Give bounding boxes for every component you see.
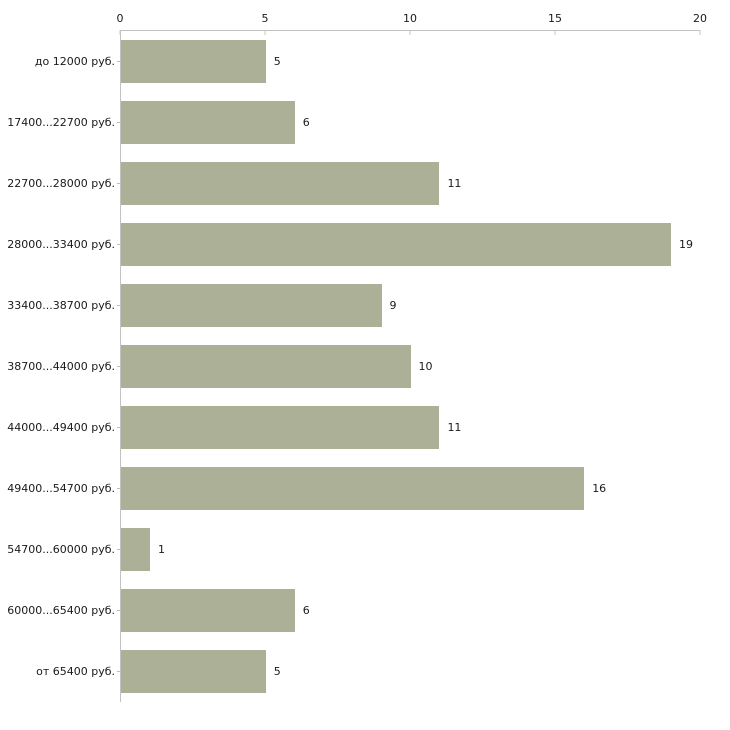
- category-label: 49400...54700 руб.: [7, 482, 121, 495]
- bar-row: до 12000 руб. 5: [35, 31, 700, 92]
- bar-track: 19: [121, 223, 700, 266]
- category-label-text: 22700...28000 руб.: [7, 177, 115, 190]
- category-tick-mark: [117, 427, 121, 428]
- bar: [121, 284, 382, 327]
- bar: [121, 589, 295, 632]
- bar-track: 6: [121, 101, 700, 144]
- value-label: 1: [157, 543, 165, 556]
- x-axis-tick-label: 10: [403, 12, 417, 25]
- bars-area: до 12000 руб. 5 17400...22700 руб. 6 227…: [7, 31, 700, 702]
- category-tick-mark: [117, 366, 121, 367]
- bar-row: от 65400 руб. 5: [36, 641, 700, 702]
- value-label: 5: [273, 665, 281, 678]
- bar-row: 38700...44000 руб. 10: [7, 336, 700, 397]
- bar-row: 54700...60000 руб. 1: [7, 519, 700, 580]
- value-label: 9: [389, 299, 397, 312]
- category-label: 54700...60000 руб.: [7, 543, 121, 556]
- bar-row: 17400...22700 руб. 6: [7, 92, 700, 153]
- category-label-text: от 65400 руб.: [36, 665, 115, 678]
- bar: [121, 101, 295, 144]
- bar-track: 6: [121, 589, 700, 632]
- category-label: 44000...49400 руб.: [7, 421, 121, 434]
- bar-track: 9: [121, 284, 700, 327]
- plot-area: 0 5 10 15 20 до 12000 руб. 5 17400...22700 р…: [7, 12, 707, 702]
- bar: [121, 223, 672, 266]
- x-axis-tick-label: 20: [693, 12, 707, 25]
- bar: [121, 40, 266, 83]
- bar-row: 28000...33400 руб. 19: [7, 214, 700, 275]
- bar-track: 5: [121, 40, 700, 83]
- bar: [121, 467, 585, 510]
- value-label: 6: [302, 604, 310, 617]
- category-label: 22700...28000 руб.: [7, 177, 121, 190]
- x-axis-tick-label: 5: [261, 12, 269, 25]
- category-label: 28000...33400 руб.: [7, 238, 121, 251]
- x-axis-tick-label: 0: [116, 12, 124, 25]
- category-tick-mark: [117, 244, 121, 245]
- category-tick-mark: [117, 610, 121, 611]
- bar-row: 49400...54700 руб. 16: [7, 458, 700, 519]
- x-axis-tick-mark: [554, 30, 556, 35]
- category-label-text: 60000...65400 руб.: [7, 604, 115, 617]
- category-label: 17400...22700 руб.: [7, 116, 121, 129]
- category-tick-mark: [117, 183, 121, 184]
- bar-track: 5: [121, 650, 700, 693]
- category-label: до 12000 руб.: [35, 55, 121, 68]
- bar-track: 16: [121, 467, 700, 510]
- category-tick-mark: [117, 122, 121, 123]
- x-axis-tick-mark: [119, 30, 121, 35]
- value-label: 11: [447, 421, 462, 434]
- x-axis-tick-mark: [409, 30, 411, 35]
- category-label-text: 17400...22700 руб.: [7, 116, 115, 129]
- category-tick-mark: [117, 61, 121, 62]
- bar: [121, 650, 266, 693]
- bar: [121, 528, 150, 571]
- category-label-text: 38700...44000 руб.: [7, 360, 115, 373]
- bar-track: 10: [121, 345, 700, 388]
- bar-track: 11: [121, 406, 700, 449]
- bar-row: 44000...49400 руб. 11: [7, 397, 700, 458]
- value-label: 10: [418, 360, 433, 373]
- bar: [121, 162, 440, 205]
- bar: [121, 345, 411, 388]
- x-axis-tick-mark: [699, 30, 701, 35]
- category-tick-mark: [117, 488, 121, 489]
- bar-track: 11: [121, 162, 700, 205]
- category-label: 38700...44000 руб.: [7, 360, 121, 373]
- category-label-text: до 12000 руб.: [34, 55, 115, 68]
- category-tick-mark: [117, 549, 121, 550]
- value-label: 19: [679, 238, 694, 251]
- bar-row: 22700...28000 руб. 11: [7, 153, 700, 214]
- value-label: 5: [273, 55, 281, 68]
- category-tick-mark: [117, 305, 121, 306]
- category-label-text: 49400...54700 руб.: [7, 482, 115, 495]
- category-label: 60000...65400 руб.: [7, 604, 121, 617]
- category-label: от 65400 руб.: [36, 665, 121, 678]
- bar-row: 60000...65400 руб. 6: [7, 580, 700, 641]
- category-label-text: 54700...60000 руб.: [7, 543, 115, 556]
- category-label-text: 28000...33400 руб.: [7, 238, 115, 251]
- value-label: 16: [592, 482, 607, 495]
- category-tick-mark: [117, 671, 121, 672]
- x-axis-tick-mark: [264, 30, 266, 35]
- x-axis-tick-label: 15: [548, 12, 562, 25]
- bar-row: 33400...38700 руб. 9: [7, 275, 700, 336]
- bar-track: 1: [121, 528, 700, 571]
- category-label: 33400...38700 руб.: [7, 299, 121, 312]
- value-label: 11: [447, 177, 462, 190]
- value-label: 6: [302, 116, 310, 129]
- category-label-text: 44000...49400 руб.: [7, 421, 115, 434]
- bar: [121, 406, 440, 449]
- category-label-text: 33400...38700 руб.: [7, 299, 115, 312]
